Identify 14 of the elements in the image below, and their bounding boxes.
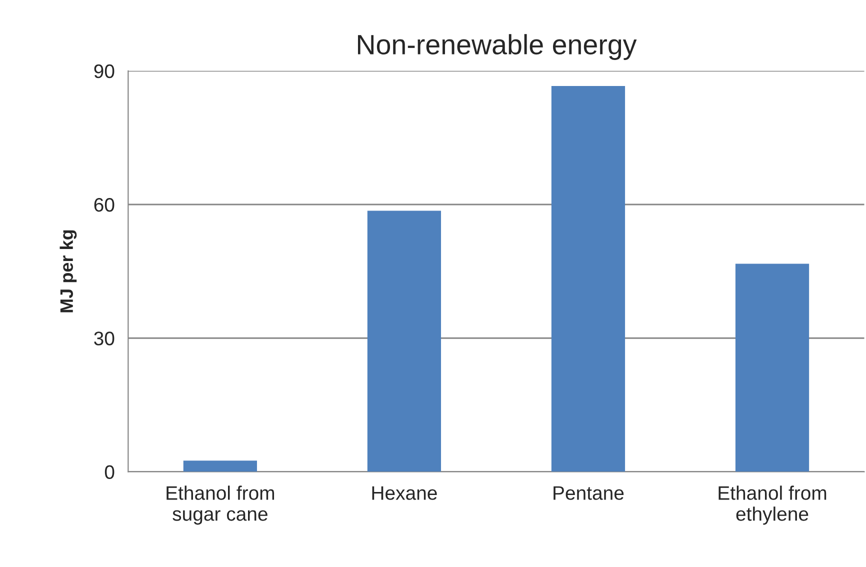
x-tick-label: Hexane [372, 486, 437, 500]
bar [735, 264, 810, 472]
y-tick-label: 30 [94, 332, 114, 346]
x-tick-label: Ethanol from sugar cane [166, 486, 274, 525]
chart-title: Non-renewable energy [358, 34, 637, 60]
bar [367, 210, 442, 472]
bar [183, 460, 257, 472]
y-axis-title: MJ per kg [60, 230, 77, 312]
x-tick-label: Ethanol from ethylene [718, 486, 826, 525]
y-tick-label: 0 [104, 465, 114, 479]
bar [551, 86, 626, 472]
y-tick-label: 60 [94, 198, 114, 212]
y-tick-label: 90 [94, 64, 114, 78]
x-tick-label: Pentane [554, 486, 624, 500]
